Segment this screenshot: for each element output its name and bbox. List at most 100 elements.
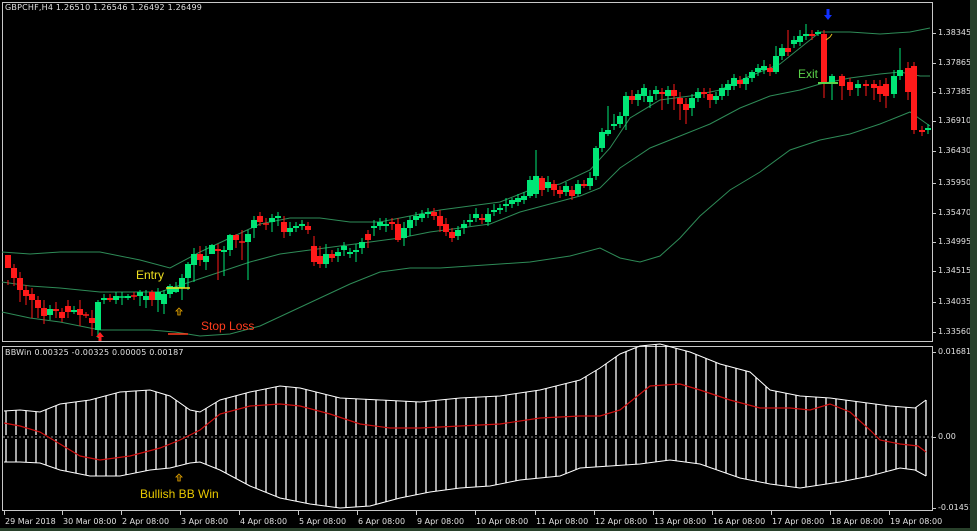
time-label: 12 Apr 08:00 (595, 517, 648, 526)
price-tick (932, 332, 936, 333)
bull-candle (335, 252, 341, 256)
time-tick (357, 511, 358, 515)
price-tick (932, 121, 936, 122)
bear-candle (629, 96, 635, 100)
time-tick (121, 511, 122, 515)
time-tick (62, 511, 63, 515)
bear-candle (17, 278, 23, 290)
bull-candle (689, 98, 695, 108)
indicator-pane[interactable] (2, 346, 933, 511)
bull-candle (383, 224, 389, 226)
bear-candle (365, 234, 371, 240)
main-chart-title: GBPCHF,H4 1.26510 1.26546 1.26492 1.2649… (5, 3, 203, 12)
bear-candle (539, 178, 545, 190)
bull-candle (173, 287, 179, 292)
bull-candle (829, 76, 835, 84)
bear-candle (871, 84, 877, 88)
price-tick (932, 213, 936, 214)
time-tick (889, 511, 890, 515)
bear-candle (257, 216, 263, 222)
bullish-bb-win-label: Bullish BB Win (140, 487, 219, 501)
bear-candle (449, 232, 455, 238)
bear-candle (215, 249, 221, 251)
bull-candle (797, 36, 803, 42)
bear-candle (767, 68, 773, 72)
bull-candle (925, 128, 931, 130)
bear-candle (785, 48, 791, 52)
bull-candle (473, 214, 479, 218)
time-label: 13 Apr 08:00 (654, 517, 707, 526)
time-axis[interactable]: 29 Mar 2018 30 Mar 08:00 2 Apr 08:00 3 Apr … (2, 511, 942, 528)
bull-candle (731, 78, 737, 86)
bear-candle (551, 184, 557, 190)
bull-candle (743, 78, 749, 84)
bull-candle (101, 298, 107, 300)
bbwin-upper-envelope (3, 343, 927, 413)
price-label: 1.37865 (938, 58, 972, 67)
bull-candle (599, 132, 605, 148)
main-price-pane[interactable] (2, 2, 933, 342)
bull-candle (455, 230, 461, 236)
bear-candle (5, 255, 11, 268)
time-label: 2 Apr 08:00 (122, 517, 170, 526)
bull-candle (815, 32, 821, 34)
price-tick (932, 63, 936, 64)
price-label: 1.36430 (938, 146, 972, 155)
bull-candle (665, 90, 671, 96)
bull-candle (419, 214, 425, 218)
bull-candle (587, 178, 593, 186)
bull-candle (527, 180, 533, 196)
bear-candle (809, 34, 815, 36)
bear-candle (65, 306, 71, 312)
bull-candle (347, 252, 353, 254)
time-tick (298, 511, 299, 515)
bull-candle (167, 286, 173, 294)
entry-label: Entry (136, 268, 165, 282)
bull-candle (779, 48, 785, 56)
bear-candle (919, 130, 925, 132)
time-label: 3 Apr 08:00 (181, 517, 229, 526)
bear-candle (883, 84, 889, 96)
bull-candle (623, 96, 629, 116)
time-label: 19 Apr 08:00 (890, 517, 943, 526)
bull-candle (125, 296, 131, 298)
bull-candle (653, 90, 659, 94)
bull-candle (755, 68, 761, 72)
bull-candle (341, 246, 347, 250)
price-label: 1.35950 (938, 178, 972, 187)
window-border-right (970, 0, 977, 531)
bull-candle (467, 220, 473, 222)
bear-candle (89, 318, 95, 323)
price-tick (932, 183, 936, 184)
bear-candle (581, 184, 587, 186)
bear-candle (557, 190, 563, 194)
time-tick (239, 511, 240, 515)
time-label: 4 Apr 08:00 (240, 517, 288, 526)
bull-candle (533, 176, 539, 194)
bear-candle (911, 66, 917, 130)
bull-candle (275, 216, 281, 218)
bull-candle (773, 56, 779, 72)
bull-candle (647, 96, 653, 102)
bull-candle (269, 218, 275, 222)
bull-candle (497, 208, 503, 210)
time-label: 16 Apr 08:00 (713, 517, 766, 526)
bear-candle (671, 90, 677, 96)
bear-candle (389, 222, 395, 224)
bull-candle (287, 228, 293, 232)
bull-candle (209, 245, 215, 254)
bull-candle (563, 186, 569, 192)
indicator-tick (932, 508, 936, 509)
bull-candle (611, 124, 617, 126)
bull-candle (323, 254, 329, 264)
bear-candle (23, 290, 29, 296)
price-tick (932, 302, 936, 303)
time-label: 29 Mar 2018 (5, 517, 56, 526)
bear-candle (737, 80, 743, 84)
price-tick (932, 271, 936, 272)
time-tick (180, 511, 181, 515)
bear-candle (29, 294, 35, 300)
bear-candle (569, 190, 575, 196)
